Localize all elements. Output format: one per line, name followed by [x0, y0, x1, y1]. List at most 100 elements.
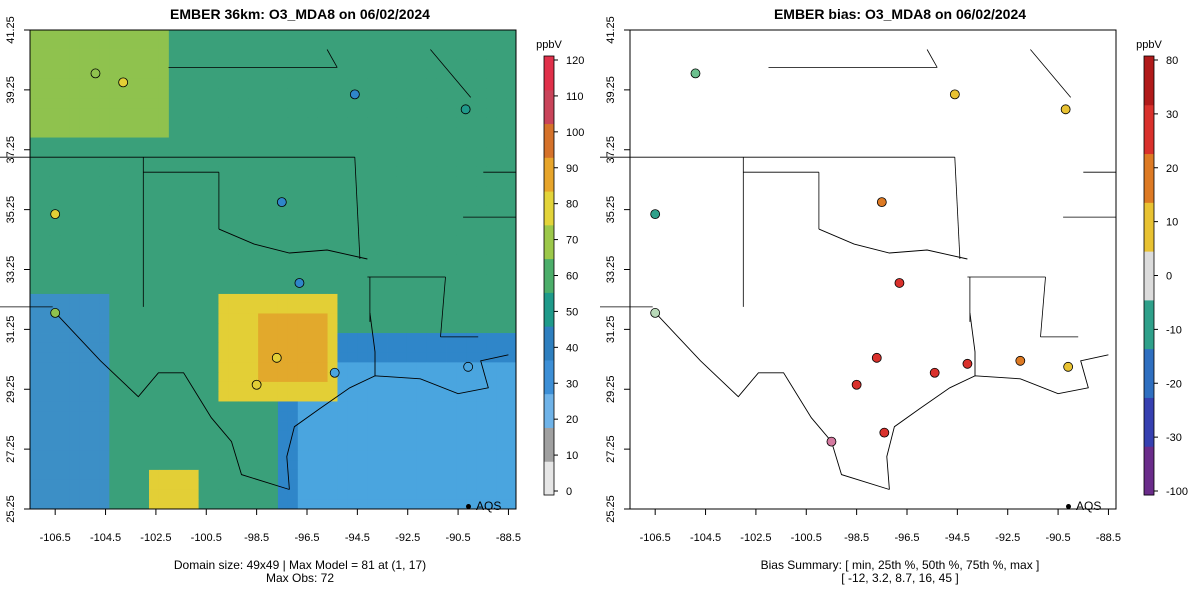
model-grid-cell: [396, 176, 408, 187]
model-grid-cell: [416, 225, 428, 236]
model-grid-cell: [69, 225, 80, 236]
model-grid-cell: [248, 59, 259, 70]
model-grid-cell: [347, 196, 358, 207]
model-grid-cell: [218, 313, 229, 324]
model-grid-cell: [158, 469, 170, 481]
model-grid-cell: [446, 215, 457, 226]
model-grid-cell: [79, 284, 90, 295]
model-grid-cell: [277, 205, 289, 217]
model-grid-cell: [347, 293, 358, 305]
model-grid-cell: [347, 176, 358, 187]
model-grid-cell: [357, 78, 368, 90]
model-grid-cell: [69, 117, 80, 129]
model-grid-cell: [228, 489, 239, 500]
model-grid-cell: [406, 293, 418, 305]
model-grid-cell: [158, 430, 170, 441]
model-grid-cell: [496, 225, 507, 236]
model-grid-cell: [367, 460, 378, 471]
model-grid-cell: [377, 254, 388, 266]
model-grid-cell: [178, 284, 190, 295]
model-grid-cell: [238, 166, 249, 178]
model-grid-cell: [149, 401, 160, 412]
model-grid-cell: [277, 235, 289, 246]
model-grid-cell: [426, 479, 438, 490]
model-grid-cell: [426, 108, 438, 119]
model-grid-cell: [109, 460, 120, 471]
model-grid-cell: [486, 196, 497, 207]
model-grid-cell: [396, 264, 408, 275]
colorbar-tick-label: -100: [1166, 486, 1188, 498]
model-grid-cell: [476, 166, 487, 178]
model-grid-cell: [178, 205, 190, 217]
model-grid-cell: [238, 235, 249, 246]
model-grid-cell: [297, 499, 309, 510]
model-grid-cell: [109, 381, 120, 393]
model-grid-cell: [238, 186, 249, 197]
model-grid-cell: [198, 225, 209, 236]
model-grid-cell: [446, 157, 457, 168]
model-grid-cell: [39, 293, 51, 305]
model-grid-cell: [347, 108, 358, 119]
model-grid-cell: [30, 450, 41, 461]
model-grid-cell: [426, 411, 438, 422]
model-grid-cell: [168, 411, 180, 422]
model-grid-cell: [456, 137, 467, 148]
model-grid-cell: [377, 362, 388, 373]
model-grid-cell: [79, 313, 90, 324]
model-grid-cell: [357, 303, 368, 314]
model-grid-cell: [317, 235, 328, 246]
model-grid-cell: [188, 127, 200, 138]
model-grid-cell: [466, 479, 477, 490]
model-grid-cell: [39, 430, 51, 441]
model-grid-cell: [99, 460, 110, 471]
model-grid-cell: [466, 196, 477, 207]
model-grid-cell: [238, 225, 249, 236]
model-grid-cell: [377, 196, 388, 207]
model-grid-cell: [39, 176, 51, 187]
model-grid-cell: [446, 39, 457, 50]
model-grid-cell: [317, 254, 328, 266]
model-grid-cell: [99, 284, 110, 295]
model-grid-cell: [387, 323, 398, 334]
model-grid-cell: [258, 421, 269, 432]
model-grid-cell: [307, 117, 319, 129]
model-grid-cell: [248, 430, 259, 441]
model-grid-cell: [158, 342, 170, 353]
model-grid-cell: [426, 352, 438, 363]
model-grid-cell: [466, 137, 477, 148]
model-grid-cell: [208, 30, 219, 41]
model-grid-cell: [317, 430, 328, 441]
model-grid-cell: [476, 391, 487, 402]
model-grid-cell: [248, 401, 259, 412]
model-grid-cell: [99, 421, 110, 432]
model-grid-cell: [357, 254, 368, 266]
model-grid-cell: [426, 391, 438, 402]
model-grid-cell: [178, 245, 190, 256]
model-grid-cell: [357, 157, 368, 168]
model-grid-cell: [357, 391, 368, 402]
model-grid-cell: [69, 352, 80, 363]
model-grid-cell: [248, 235, 259, 246]
model-grid-cell: [89, 333, 100, 344]
model-grid-cell: [377, 381, 388, 393]
model-grid-cell: [208, 323, 219, 334]
model-grid-cell: [496, 479, 507, 490]
model-grid-cell: [49, 391, 61, 402]
aqs-site-marker: [929, 367, 940, 378]
model-grid-cell: [287, 186, 299, 197]
model-grid-cell: [327, 186, 338, 197]
model-grid-cell: [30, 479, 41, 490]
model-grid-cell: [119, 30, 130, 41]
model-grid-cell: [456, 333, 467, 344]
model-grid-cell: [89, 78, 100, 90]
model-grid-cell: [476, 98, 487, 109]
model-grid-cell: [416, 196, 428, 207]
model-grid-cell: [129, 137, 140, 148]
model-grid-cell: [347, 342, 358, 353]
model-grid-cell: [426, 313, 438, 324]
model-grid-cell: [30, 303, 41, 314]
model-grid-cell: [307, 186, 319, 197]
model-grid-cell: [149, 215, 160, 226]
model-grid-cell: [476, 254, 487, 266]
model-grid-cell: [268, 78, 279, 90]
